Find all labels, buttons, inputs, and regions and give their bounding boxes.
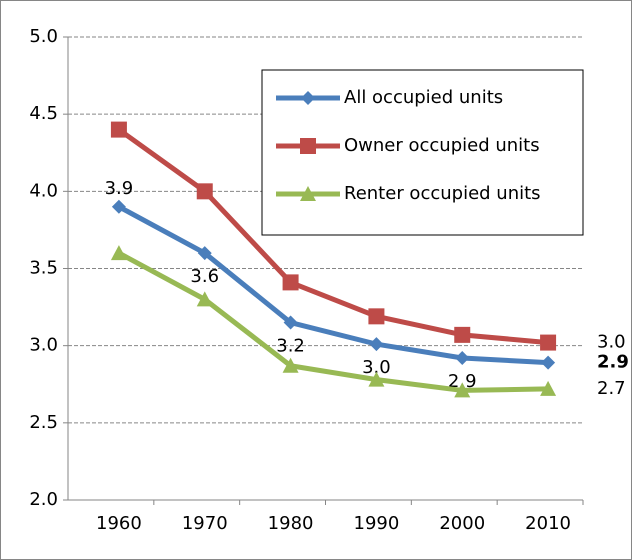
data-label: 3.0 [597,332,626,353]
x-tick-label: 1960 [96,513,142,534]
data-label: 2.7 [597,378,626,399]
data-point [110,245,127,261]
legend-marker [300,138,316,154]
data-point [368,308,385,325]
data-point [282,357,299,373]
data-point [283,315,298,330]
data-point [454,382,471,398]
data-label: 3.2 [276,336,305,357]
data-point [197,246,212,261]
legend-label: Renter occupied units [344,183,541,204]
data-point [454,326,471,343]
y-tick-label: 2.0 [29,489,58,510]
y-tick-label: 3.5 [29,258,58,279]
data-label: 3.6 [190,266,219,287]
data-point [110,121,127,138]
y-tick-label: 4.5 [29,103,58,124]
data-point [540,380,557,396]
x-tick-label: 1980 [268,513,314,534]
x-tick-label: 1970 [182,513,228,534]
y-tick-label: 3.0 [29,335,58,356]
data-point [368,371,385,387]
legend-label: Owner occupied units [344,135,540,156]
data-point [196,291,213,307]
y-tick-label: 5.0 [29,26,58,47]
legend-label: All occupied units [344,87,503,108]
data-label: 2.9 [597,352,629,373]
x-tick-label: 1990 [354,513,400,534]
y-tick-label: 4.0 [29,180,58,201]
data-point [541,355,556,370]
series-line [117,204,549,366]
data-label: 2.9 [448,371,477,392]
series-line [117,127,549,346]
legend-marker [300,186,316,201]
x-tick-label: 2000 [439,513,485,534]
data-point [196,183,213,200]
x-tick-label: 2010 [525,513,571,534]
data-point [282,274,299,291]
legend-marker [301,91,315,105]
data-point [369,337,384,352]
data-label: 3.0 [362,357,391,378]
data-point [455,351,470,366]
data-point [540,334,557,351]
series-line [117,250,549,393]
data-point [111,199,126,214]
data-label: 3.9 [105,178,134,199]
y-tick-label: 2.5 [29,412,58,433]
